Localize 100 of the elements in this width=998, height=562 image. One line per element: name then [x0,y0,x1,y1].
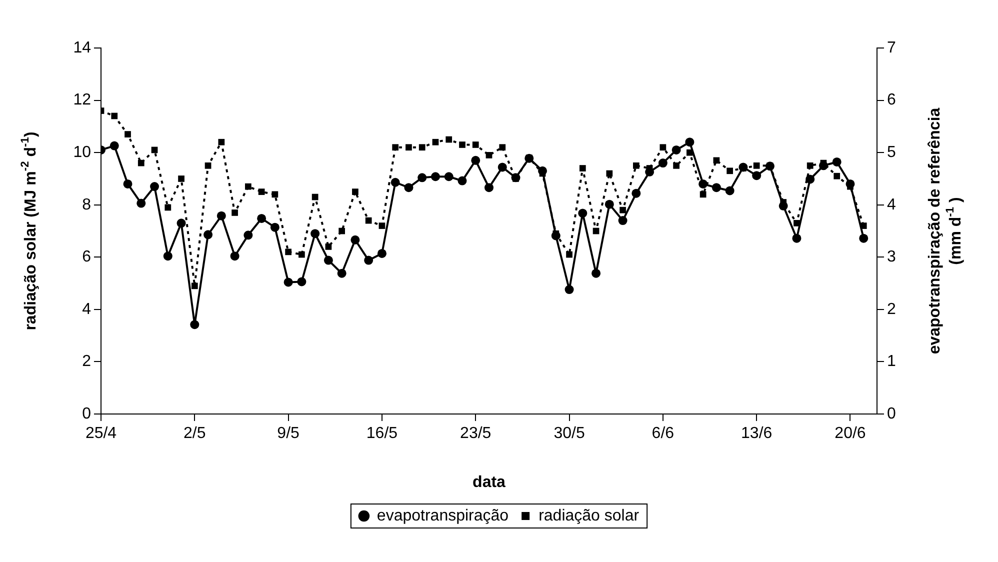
point [297,277,306,286]
point [337,268,346,278]
point [406,144,412,151]
point [258,188,265,195]
y-tick-label: 6 [82,248,92,266]
point [338,228,346,234]
point [632,188,641,198]
point [230,252,240,261]
point [324,256,333,265]
point [377,248,386,258]
point [806,162,814,169]
point [392,144,399,151]
point [257,214,266,223]
point [418,173,427,182]
point [285,248,292,256]
point [685,138,694,147]
point [592,268,601,278]
point [832,157,842,166]
y2-tick-label: 1 [887,353,896,370]
x-tick-label: 16/5 [366,425,398,442]
point [110,141,119,150]
legend-label: evapotranspiração [376,507,509,524]
point [150,182,160,192]
y-tick-label: 2 [82,353,92,370]
point [859,234,868,243]
point [579,165,586,172]
y-tick-label: 8 [82,196,92,214]
x-tick-label: 2/5 [184,425,206,442]
x-tick-label: 13/6 [741,425,772,442]
point [632,162,640,169]
point [244,230,253,240]
y-tick-label: 4 [82,300,92,318]
point [472,142,479,148]
point [298,251,305,258]
y2-tick-label: 5 [887,144,896,161]
y-axis-title: radiação solar (MJ m-2 d-1) [19,132,40,330]
point [310,229,320,238]
y2-tick-label: 6 [887,92,896,109]
point [432,138,439,146]
point [511,173,520,182]
point [578,208,588,218]
point [713,157,720,164]
y-tick-label: 0 [82,405,92,422]
point [794,220,800,226]
point [818,161,828,170]
point [753,162,760,169]
point [364,256,374,265]
point [284,278,293,287]
point [218,138,225,146]
point [352,188,358,195]
point [726,168,734,174]
point [484,183,494,192]
point [725,186,734,196]
point [712,183,721,192]
point [418,144,426,151]
x-tick-label: 9/5 [277,425,300,442]
point [312,194,318,200]
point [430,172,440,182]
point [232,210,238,216]
point [673,162,680,169]
point [444,172,454,182]
point [564,285,574,294]
x-axis-title: data [472,474,506,491]
point [486,152,492,158]
point [163,252,172,261]
point [551,231,560,240]
y2-tick-label: 2 [887,300,896,318]
point [672,145,681,154]
point [350,235,360,244]
point [244,183,252,190]
point [834,172,840,180]
point [272,191,278,198]
legend-label: radiação solar [538,507,640,524]
point [752,171,762,180]
point [136,198,146,208]
point [191,282,198,290]
point [378,222,386,229]
point [124,131,131,138]
point [365,217,372,224]
point [123,179,132,188]
point [604,200,614,209]
point [806,174,815,184]
point [538,166,548,176]
point [164,204,172,211]
point [792,234,802,243]
point [390,178,400,187]
point [620,206,626,214]
point [216,211,226,220]
y2-tick-label: 7 [887,39,896,56]
point [471,156,480,165]
x-tick-label: 30/5 [554,425,585,442]
x-tick-label: 25/4 [85,425,117,442]
point [138,160,144,166]
y-tick-label: 12 [73,92,92,109]
point [176,218,186,228]
point [111,112,118,120]
x-tick-label: 20/6 [834,425,866,442]
point [178,176,184,182]
point [618,216,628,226]
point [658,158,668,168]
